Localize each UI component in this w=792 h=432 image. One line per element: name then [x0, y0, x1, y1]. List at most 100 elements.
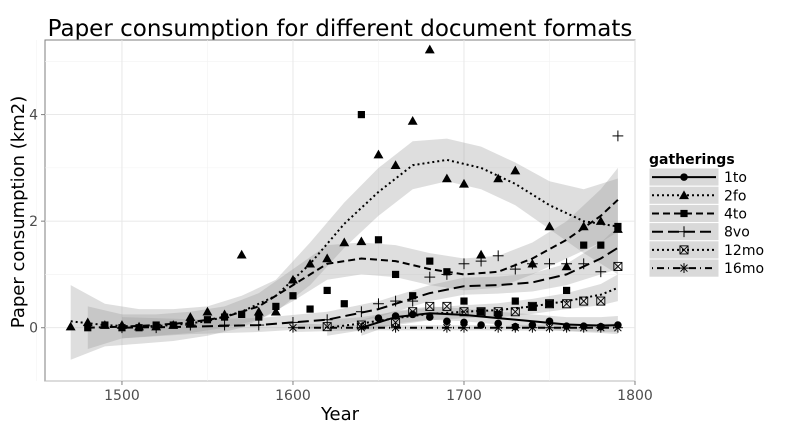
- legend-label-4to: 4to: [724, 207, 747, 223]
- smooth-line-2fo: [70, 158, 619, 328]
- legend-label-1to: 1to: [724, 170, 747, 186]
- y-tick-label-0: 0: [29, 321, 38, 337]
- point-16mo-8: [544, 322, 555, 333]
- point-1to-5: [460, 318, 468, 327]
- plot-background: [44, 39, 636, 382]
- point-1to-0: [374, 314, 383, 322]
- legend-marker-16mo: [679, 263, 689, 274]
- legend-title: gatherings: [649, 152, 735, 168]
- point-8vo-4: [253, 319, 265, 331]
- point-16mo-1: [356, 322, 367, 333]
- smooth-line-4to: [87, 199, 619, 329]
- point-2fo-13: [288, 274, 298, 284]
- point-4to-29: [580, 241, 588, 249]
- point-2fo-30: [578, 221, 589, 231]
- band-2fo: [70, 138, 618, 360]
- point-16mo-3: [441, 322, 452, 333]
- legend: gatherings 1to 2fo 4to 8vo 12mo 16mo: [648, 152, 764, 278]
- x-tick-label-1800: 1800: [617, 388, 653, 404]
- legend-label-2fo: 2fo: [724, 188, 746, 204]
- point-12mo-14: [596, 296, 606, 306]
- point-1to-2: [408, 310, 417, 319]
- point-4to-8: [220, 313, 229, 321]
- point-2fo-10: [236, 249, 247, 259]
- point-4to-12: [289, 292, 297, 300]
- point-8vo-9: [390, 295, 401, 307]
- legend-label-8vo: 8vo: [724, 225, 750, 241]
- point-8vo-3: [219, 319, 230, 331]
- point-16mo-12: [612, 322, 623, 333]
- point-4to-3: [135, 324, 143, 332]
- legend-marker-4to: [680, 209, 688, 218]
- point-4to-13: [306, 305, 314, 313]
- point-8vo-16: [509, 263, 521, 275]
- point-1to-3: [426, 313, 434, 321]
- smooth-lines: [70, 158, 619, 329]
- point-8vo-21: [595, 266, 607, 278]
- point-4to-20: [426, 257, 434, 265]
- point-4to-9: [238, 310, 246, 318]
- point-12mo-6: [459, 307, 469, 317]
- point-16mo-0: [288, 322, 298, 333]
- point-16mo-4: [459, 322, 469, 333]
- smooth-line-8vo: [121, 246, 619, 329]
- point-2fo-24: [476, 249, 487, 259]
- point-8vo-2: [184, 319, 196, 331]
- point-16mo-5: [493, 322, 504, 333]
- y-axis-ticks: 0 2 4: [29, 108, 45, 337]
- point-2fo-11: [253, 306, 264, 316]
- x-tick-label-1700: 1700: [446, 388, 482, 404]
- point-2fo-25: [493, 173, 504, 183]
- point-2fo-20: [407, 116, 418, 125]
- point-2fo-23: [459, 178, 469, 188]
- x-tick-label-1600: 1600: [275, 388, 311, 404]
- point-8vo-7: [355, 306, 367, 318]
- point-16mo-7: [527, 322, 538, 333]
- chart-title: Paper consumption for different document…: [48, 16, 633, 42]
- y-tick-label-2: 2: [29, 214, 38, 230]
- point-1to-1: [391, 312, 400, 320]
- legend-marker-12mo: [679, 245, 689, 255]
- point-2fo-21: [424, 44, 435, 54]
- point-2fo-14: [305, 258, 316, 268]
- point-8vo-18: [544, 258, 555, 270]
- point-12mo-5: [442, 301, 452, 311]
- point-2fo-1: [82, 317, 93, 327]
- point-4to-22: [460, 297, 468, 305]
- point-12mo-15: [613, 261, 623, 271]
- point-2fo-12: [270, 306, 281, 316]
- point-12mo-9: [510, 307, 520, 317]
- point-12mo-7: [476, 307, 486, 317]
- point-12mo-0: [322, 322, 332, 332]
- point-4to-30: [597, 241, 605, 249]
- point-8vo-14: [475, 255, 487, 267]
- point-2fo-26: [510, 165, 521, 175]
- y-tick-label-4: 4: [29, 108, 38, 124]
- point-1to-6: [477, 321, 485, 329]
- point-2fo-18: [373, 149, 384, 159]
- point-8vo-22: [612, 130, 624, 142]
- point-2fo-22: [441, 173, 452, 183]
- point-2fo-17: [356, 236, 367, 246]
- legend-marker-8vo: [678, 226, 690, 238]
- point-2fo-0: [65, 321, 76, 331]
- legend-marker-1to: [680, 173, 688, 181]
- point-4to-16: [357, 110, 365, 119]
- point-4to-24: [494, 310, 502, 318]
- point-4to-5: [169, 321, 177, 329]
- point-2fo-19: [390, 160, 401, 169]
- point-12mo-12: [562, 299, 572, 309]
- point-8vo-20: [578, 258, 590, 270]
- point-16mo-2: [390, 322, 401, 333]
- point-2fo-16: [339, 237, 350, 247]
- point-8vo-13: [458, 258, 470, 270]
- point-1to-4: [443, 317, 451, 326]
- point-16mo-11: [595, 322, 606, 333]
- point-8vo-8: [373, 298, 384, 310]
- point-2fo-15: [322, 253, 333, 263]
- band-4to: [87, 167, 618, 349]
- point-4to-10: [255, 313, 263, 321]
- point-8vo-15: [492, 250, 504, 262]
- point-1to-10: [545, 317, 554, 326]
